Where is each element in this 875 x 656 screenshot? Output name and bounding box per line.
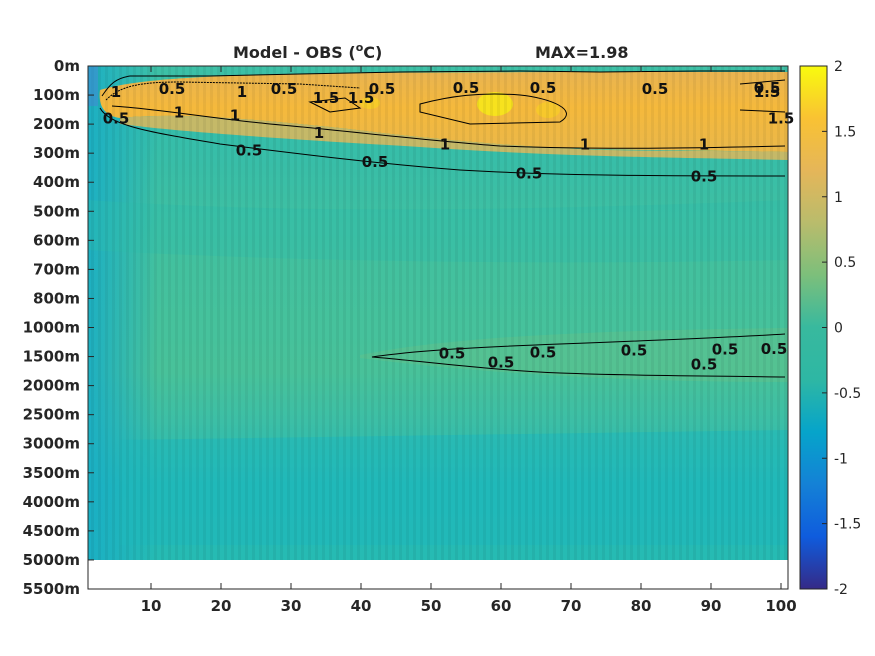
y-tick-label: 1500m [23, 348, 80, 366]
y-tick-label: 5500m [23, 580, 80, 598]
colorbar [799, 65, 828, 590]
y-tick-label: 4500m [23, 522, 80, 540]
x-tick-label: 50 [421, 597, 442, 615]
y-tick-label: 400m [33, 173, 80, 191]
contour-label: 0.5 [453, 79, 480, 97]
y-tick-label: 700m [33, 260, 80, 278]
contour-label: 1 [699, 135, 709, 153]
colorbar-tick-label: 1 [834, 190, 843, 206]
contour-label: 0.5 [761, 340, 788, 358]
contour-label: 0.5 [159, 80, 186, 98]
contour-label: 0.5 [530, 79, 557, 97]
contour-line-0.5-top [101, 70, 785, 97]
y-tick-label: 1000m [23, 319, 80, 337]
contour-label: 1 [111, 83, 121, 101]
contour-label: 0.5 [439, 345, 466, 363]
contour-label: 1.5 [348, 89, 375, 107]
x-tick-label: 90 [701, 597, 722, 615]
colorbar-tick-label: 0 [834, 321, 843, 337]
contour-labels: 0.5 0.5 0.5 0.5 0.5 0.5 0.51 1 1.5 1.5 1.50.5 1 111 1… [103, 79, 795, 374]
colorbar-tick-label: 0.5 [834, 255, 856, 271]
colorbar-tick-label: 1.5 [834, 124, 856, 140]
contour-line-0.5-mid-lower [371, 356, 786, 378]
contour-label: 0.5 [642, 80, 669, 98]
contour-label: 1 [440, 135, 450, 153]
y-tick-label: 0m [54, 57, 80, 75]
contour-label: 1 [580, 135, 590, 153]
contour-line-0.5-mid-upper [371, 333, 786, 358]
contour-label: 1 [174, 103, 184, 121]
contour-label: 0.5 [691, 356, 718, 374]
contour-line-1-top [105, 81, 361, 101]
contour-label: 0.5 [236, 141, 263, 159]
x-tick-label: 30 [281, 597, 302, 615]
y-tick-label: 200m [33, 115, 80, 133]
contour-label: 1 [237, 83, 247, 101]
x-axis: 10 20 30 40 50 60 70 80 90 100 [141, 66, 797, 615]
x-tick-label: 80 [631, 597, 652, 615]
contour-line-1.5-core [419, 93, 567, 125]
contour-label: 0.5 [516, 165, 543, 183]
contour-line-0.5-bottom [99, 107, 786, 177]
max-annotation: MAX=1.98 [535, 43, 629, 62]
y-axis: 0m 100m 200m 300m 400m 500m 600m 700m 800m 1000m 1… [23, 57, 94, 598]
contour-label: 0.5 [712, 341, 739, 359]
contour-label: 0.5 [369, 80, 396, 98]
contour-label: 1.5 [313, 89, 340, 107]
contour-label: 0.5 [271, 80, 298, 98]
x-tick-label: 100 [765, 597, 796, 615]
y-tick-label: 800m [33, 289, 80, 307]
contour-line-1.5-east [739, 79, 786, 113]
contour-label: 0.5 [530, 343, 557, 361]
x-tick-label: 40 [351, 597, 372, 615]
heatmap-column-striping [88, 66, 788, 560]
colorbar-tick-label: -1.5 [834, 517, 861, 533]
y-tick-label: 100m [33, 86, 80, 104]
y-tick-label: 2000m [23, 377, 80, 395]
contour-label: 1.5 [754, 83, 781, 101]
contour-line-1-bottom [111, 105, 786, 149]
contour-lines [99, 70, 786, 378]
y-tick-label: 600m [33, 231, 80, 249]
colorbar-tick-label: 2 [834, 59, 843, 75]
y-tick-label: 3000m [23, 435, 80, 453]
contour-label: 0.5 [103, 109, 130, 127]
y-tick-label: 4000m [23, 493, 80, 511]
colorbar-tick-label: -0.5 [834, 386, 861, 402]
y-tick-label: 3500m [23, 464, 80, 482]
contour-label: 0.5 [362, 153, 389, 171]
contour-line-1.5-patch [308, 97, 362, 113]
colorbar-tick-label: -1 [834, 451, 848, 467]
y-tick-label: 2500m [23, 406, 80, 424]
x-tick-label: 70 [561, 597, 582, 615]
y-tick-label: 5000m [23, 551, 80, 569]
x-tick-label: 60 [491, 597, 512, 615]
contour-label: 1 [230, 106, 240, 124]
colorbar-ticks: 2 1.5 1 0.5 0 -0.5 -1 -1.5 -2 [822, 59, 861, 598]
colorbar-tick-label: -2 [834, 582, 848, 598]
contour-label: 0.5 [754, 79, 781, 97]
heatmap-field [88, 66, 788, 560]
heatmap-corner-cool-patch [88, 66, 98, 106]
y-tick-label: 500m [33, 202, 80, 220]
x-tick-label: 20 [211, 597, 232, 615]
contour-label: 0.5 [691, 167, 718, 185]
x-tick-label: 10 [141, 597, 162, 615]
contour-label: 1.5 [768, 109, 795, 127]
contour-label: 1 [314, 124, 324, 142]
contour-label: 0.5 [488, 353, 515, 371]
contour-label: 0.5 [621, 342, 648, 360]
y-tick-label: 300m [33, 144, 80, 162]
chart-title: Model - OBS (oC) [233, 41, 382, 62]
